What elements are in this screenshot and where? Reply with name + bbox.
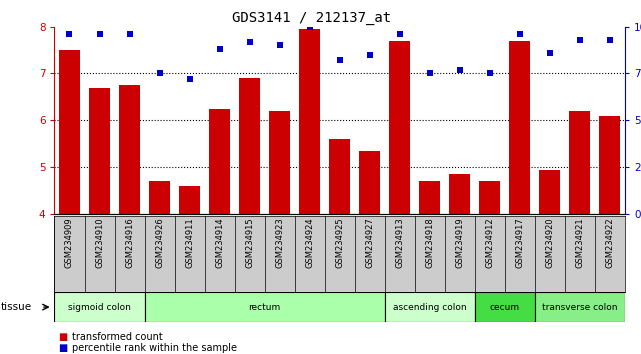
Text: GSM234910: GSM234910 [95,217,104,268]
Text: sigmoid colon: sigmoid colon [68,303,131,312]
Text: ■: ■ [58,343,67,353]
Text: GSM234911: GSM234911 [185,217,194,268]
Point [485,70,495,76]
Bar [269,111,290,214]
Point [575,37,585,42]
Point [425,70,435,76]
Bar [419,181,440,214]
Bar [145,292,385,322]
Point [124,31,135,37]
Point [185,76,195,82]
Text: transverse colon: transverse colon [542,303,618,312]
Text: GSM234924: GSM234924 [305,217,314,268]
Text: GSM234921: GSM234921 [576,217,585,268]
Point [274,42,285,48]
Text: GSM234927: GSM234927 [365,217,374,268]
Text: ascending colon: ascending colon [393,303,467,312]
Bar [179,186,200,214]
Bar [510,41,530,214]
Text: GSM234912: GSM234912 [485,217,494,268]
Text: ■: ■ [58,332,67,342]
Text: GSM234920: GSM234920 [545,217,554,268]
Bar [359,151,380,214]
Text: percentile rank within the sample: percentile rank within the sample [72,343,237,353]
Bar [385,292,475,322]
Text: cecum: cecum [490,303,520,312]
Bar [89,87,110,214]
Bar [209,109,230,214]
Point [244,39,254,44]
Text: GSM234914: GSM234914 [215,217,224,268]
Text: GSM234925: GSM234925 [335,217,344,268]
Bar [389,41,410,214]
Text: GSM234916: GSM234916 [125,217,134,268]
Point [545,50,555,56]
Bar [475,292,535,322]
Point [154,70,165,76]
Bar [599,116,620,214]
Point [64,31,74,37]
Point [454,67,465,73]
Bar [239,78,260,214]
Bar [299,29,320,214]
Text: GSM234917: GSM234917 [515,217,524,268]
Bar [329,139,350,214]
Point [515,31,525,37]
Text: GSM234909: GSM234909 [65,217,74,268]
Text: GSM234919: GSM234919 [455,217,464,268]
Text: GSM234913: GSM234913 [395,217,404,268]
Text: rectum: rectum [249,303,281,312]
Text: GSM234923: GSM234923 [275,217,284,268]
Point [605,37,615,42]
Text: GSM234918: GSM234918 [426,217,435,268]
Text: GDS3141 / 212137_at: GDS3141 / 212137_at [231,11,391,25]
Bar [535,292,625,322]
Point [395,31,405,37]
Text: tissue: tissue [1,302,32,312]
Point [215,46,225,52]
Bar [539,170,560,214]
Text: GSM234926: GSM234926 [155,217,164,268]
Text: transformed count: transformed count [72,332,163,342]
Bar [149,181,170,214]
Bar [59,50,80,214]
Point [304,24,315,29]
Point [94,31,104,37]
Bar [479,181,501,214]
Point [365,52,375,57]
Text: GSM234915: GSM234915 [245,217,254,268]
Point [335,57,345,63]
Bar [449,174,470,214]
Bar [119,85,140,214]
Bar [54,292,145,322]
Bar [569,111,590,214]
Text: GSM234922: GSM234922 [606,217,615,268]
